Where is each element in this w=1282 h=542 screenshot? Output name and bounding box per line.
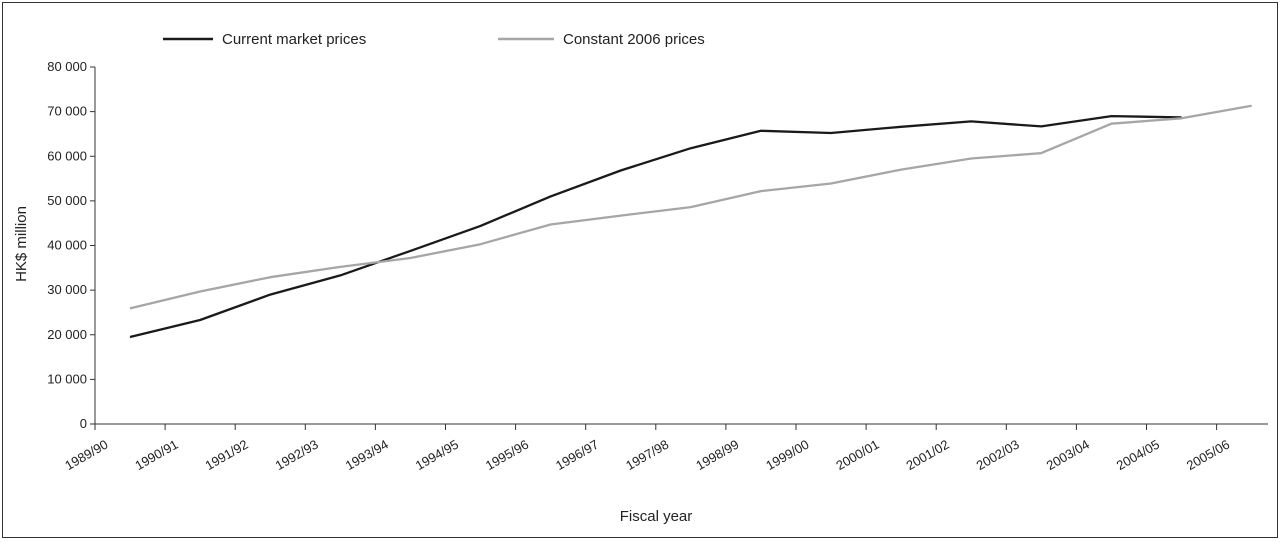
x-tick-label: 1996/97: [553, 437, 601, 473]
x-tick-label: 2002/03: [974, 437, 1022, 473]
x-tick-label: 2004/05: [1114, 437, 1162, 473]
y-tick-label: 30 000: [47, 282, 87, 297]
y-tick-label: 80 000: [47, 59, 87, 74]
x-tick-label: 1994/95: [413, 437, 461, 473]
x-tick-label: 1992/93: [273, 437, 321, 473]
x-tick-label: 1993/94: [343, 437, 391, 473]
x-tick-label: 1998/99: [693, 437, 741, 473]
x-axis-title: Fiscal year: [620, 508, 693, 525]
legend-label-constant-2006-prices: Constant 2006 prices: [563, 31, 705, 48]
x-tick-label: 1995/96: [483, 437, 531, 473]
x-tick-label: 1989/90: [62, 437, 110, 473]
y-tick-label: 10 000: [47, 371, 87, 386]
x-tick-label: 2001/02: [903, 437, 951, 473]
y-tick-label: 60 000: [47, 148, 87, 163]
y-axis-title: HK$ million: [13, 206, 30, 282]
y-tick-label: 50 000: [47, 193, 87, 208]
x-tick-label: 2005/06: [1184, 437, 1232, 473]
x-tick-label: 1999/00: [763, 437, 811, 473]
y-tick-label: 70 000: [47, 104, 87, 119]
y-tick-label: 20 000: [47, 327, 87, 342]
legend: Current market prices Constant 2006 pric…: [163, 31, 705, 48]
x-tick-label: 1997/98: [623, 437, 671, 473]
x-tick-label: 2000/01: [833, 437, 881, 473]
series-lines: [129, 104, 1252, 339]
series-line-current-market-prices: [129, 114, 1182, 339]
x-tick-label: 2003/04: [1044, 437, 1092, 473]
legend-label-current-market-prices: Current market prices: [222, 31, 366, 48]
x-tick-label: 1991/92: [202, 437, 250, 473]
x-tick-label: 1990/91: [132, 437, 180, 473]
series-line-constant-2006-prices: [129, 104, 1252, 310]
y-tick-label: 0: [80, 416, 87, 431]
y-tick-label: 40 000: [47, 238, 87, 253]
